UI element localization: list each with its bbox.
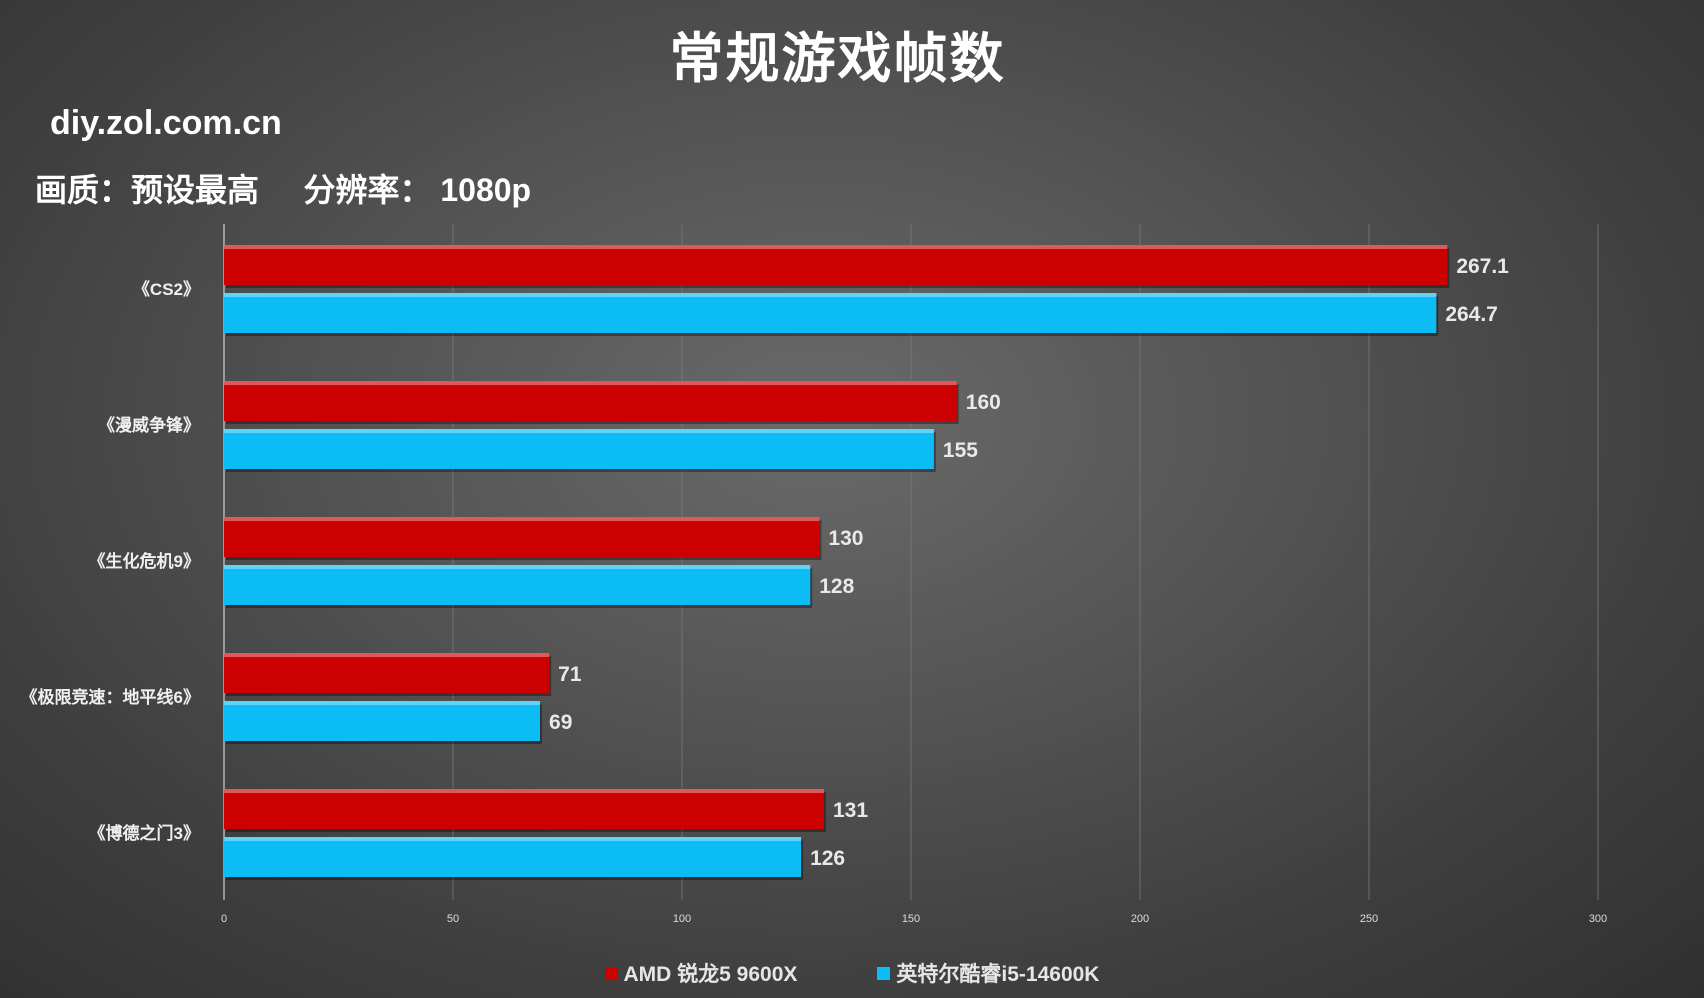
bar-amd [224, 789, 824, 829]
bar-highlight [224, 565, 811, 569]
category-label: 《CS2》 [133, 279, 200, 299]
labels: 0 50 100 150 200 250 300 267.1 264.7 《CS2》 160 155 《… [21, 255, 1608, 925]
bars [224, 245, 1450, 880]
bar-intel [224, 701, 541, 741]
x-tick-label: 150 [902, 913, 920, 925]
bar-value-label: 69 [549, 711, 572, 734]
legend-swatch-intel [877, 966, 891, 980]
bar-amd [224, 245, 1448, 285]
bar-amd [224, 381, 957, 421]
bar-highlight [224, 701, 541, 705]
bar-value-label: 264.7 [1445, 303, 1498, 326]
bar-intel [224, 293, 1437, 333]
legend-label-amd: AMD 锐龙5 9600X [623, 963, 798, 986]
bar-highlight [224, 429, 934, 433]
chart-title: 常规游戏帧数 [669, 29, 1006, 89]
bar-value-label: 131 [833, 799, 868, 822]
bar-intel [224, 565, 811, 605]
category-label: 《生化危机9》 [89, 551, 200, 571]
legend-item-intel: 英特尔酷睿i5-14600K [877, 958, 1099, 988]
x-tick-label: 200 [1131, 913, 1149, 925]
bar-intel [224, 837, 802, 877]
bar-value-label: 126 [810, 847, 845, 870]
legend-swatch-amd [604, 966, 618, 980]
bar-highlight [224, 245, 1448, 249]
site-watermark: diy.zol.com.cn [50, 104, 282, 142]
bar-value-label: 71 [558, 663, 582, 686]
bar-highlight [224, 293, 1437, 297]
bar-value-label: 267.1 [1456, 255, 1509, 278]
bar-amd [224, 517, 820, 557]
legend-label-intel: 英特尔酷睿i5-14600K [896, 963, 1100, 986]
bar-chart: 0 50 100 150 200 250 300 267.1 264.7 《CS2》 160 155 《… [21, 224, 1608, 925]
bar-value-label: 130 [828, 527, 863, 550]
legend: AMD 锐龙5 9600X 英特尔酷睿i5-14600K [0, 958, 1704, 988]
x-tick-label: 100 [673, 913, 691, 925]
bar-value-label: 155 [943, 439, 978, 462]
legend-item-amd: AMD 锐龙5 9600X [604, 958, 798, 988]
bar-highlight [224, 789, 824, 793]
bar-value-label: 160 [966, 391, 1001, 414]
category-label: 《博德之门3》 [89, 823, 200, 843]
bar-highlight [224, 381, 957, 385]
x-tick-label: 300 [1589, 913, 1607, 925]
category-label: 《极限竞速：地平线6》 [21, 687, 200, 707]
bar-amd [224, 653, 550, 693]
x-tick-label: 250 [1360, 913, 1378, 925]
bar-highlight [224, 653, 550, 657]
bar-highlight [224, 517, 820, 521]
x-tick-label: 50 [447, 913, 459, 925]
bar-intel [224, 429, 934, 469]
category-label: 《漫威争锋》 [98, 415, 200, 435]
grid-lines [223, 224, 1599, 900]
x-tick-label: 0 [221, 913, 227, 925]
settings-caption: 画质：预设最高 分辨率： 1080p [35, 172, 532, 208]
bar-value-label: 128 [819, 575, 854, 598]
bar-highlight [224, 837, 802, 841]
